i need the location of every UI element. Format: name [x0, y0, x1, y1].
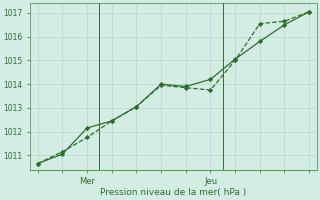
X-axis label: Pression niveau de la mer( hPa ): Pression niveau de la mer( hPa ) [100, 188, 247, 197]
